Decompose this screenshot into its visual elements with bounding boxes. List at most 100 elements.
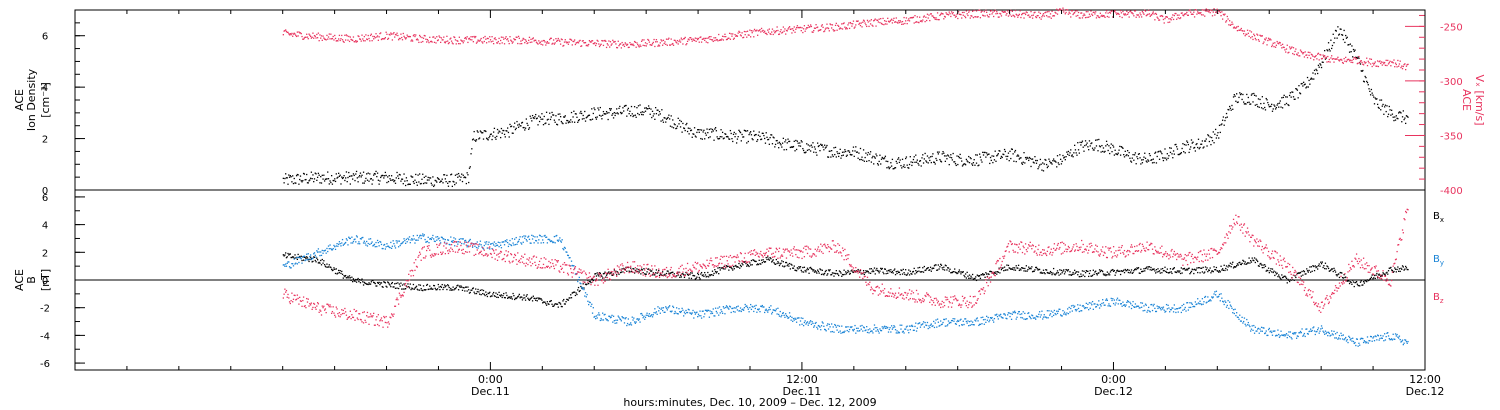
bx-point bbox=[1149, 269, 1151, 271]
vx-point bbox=[1024, 12, 1026, 14]
density-point bbox=[1334, 37, 1336, 39]
vx-point bbox=[1263, 41, 1265, 43]
density-point bbox=[390, 179, 392, 182]
by-point bbox=[593, 316, 595, 318]
by-point bbox=[623, 317, 625, 319]
vx-point bbox=[500, 36, 503, 38]
density-point bbox=[658, 110, 661, 113]
density-point bbox=[454, 174, 457, 176]
bx-point bbox=[326, 263, 328, 265]
vx-point bbox=[883, 23, 885, 26]
vx-point bbox=[1336, 58, 1338, 60]
bx-point bbox=[1013, 269, 1015, 271]
by-point bbox=[323, 250, 326, 252]
density-point bbox=[433, 185, 435, 188]
vx-point bbox=[1224, 13, 1226, 15]
by-point bbox=[418, 237, 420, 239]
vx-point bbox=[538, 42, 541, 44]
density-point bbox=[1105, 140, 1108, 142]
density-point bbox=[679, 119, 681, 122]
by-point bbox=[360, 238, 362, 240]
vx-point bbox=[831, 24, 834, 26]
vx-point bbox=[331, 37, 334, 40]
bx-point bbox=[563, 298, 565, 301]
by-point bbox=[411, 237, 413, 240]
bx-point bbox=[514, 297, 517, 299]
density-point bbox=[1067, 150, 1070, 153]
vx-point bbox=[1070, 16, 1072, 18]
bx-point bbox=[984, 276, 986, 278]
density-point bbox=[1156, 155, 1158, 158]
bx-point bbox=[374, 282, 376, 285]
density-point bbox=[1121, 146, 1123, 149]
bx-point bbox=[610, 272, 612, 274]
bx-point bbox=[289, 253, 292, 255]
bx-point bbox=[366, 283, 368, 285]
vx-point bbox=[1171, 16, 1173, 19]
by-point bbox=[717, 307, 719, 309]
bx-point bbox=[736, 266, 739, 268]
vx-point bbox=[1283, 46, 1285, 49]
density-point bbox=[1085, 144, 1087, 146]
bx-point bbox=[913, 267, 915, 270]
density-point bbox=[932, 153, 934, 155]
density-point bbox=[366, 173, 368, 175]
vx-point bbox=[1190, 13, 1193, 15]
vx-point bbox=[990, 9, 992, 12]
vx-point bbox=[306, 33, 308, 35]
vx-point bbox=[581, 40, 584, 42]
vx-point bbox=[450, 37, 452, 39]
density-point bbox=[632, 115, 634, 118]
density-point bbox=[411, 176, 414, 178]
density-point bbox=[769, 136, 771, 139]
vx-point bbox=[974, 16, 976, 18]
by-point bbox=[380, 241, 382, 243]
vx-point bbox=[753, 28, 756, 31]
density-point bbox=[1209, 136, 1211, 138]
vx-point bbox=[598, 43, 600, 45]
bx-point bbox=[653, 274, 655, 276]
density-point bbox=[1278, 106, 1280, 108]
density-point bbox=[1281, 97, 1283, 99]
vx-point bbox=[971, 10, 974, 12]
density-point bbox=[659, 113, 661, 115]
vx-point bbox=[888, 21, 890, 23]
vx-point bbox=[1369, 58, 1371, 60]
density-point bbox=[1232, 96, 1235, 98]
vx-point bbox=[907, 19, 909, 22]
vx-point bbox=[560, 38, 563, 40]
density-point bbox=[1074, 149, 1077, 151]
by-point bbox=[391, 245, 394, 247]
density-point bbox=[691, 136, 693, 138]
vx-point bbox=[1360, 60, 1362, 62]
vx-point bbox=[1030, 10, 1032, 13]
density-point bbox=[560, 120, 563, 123]
bx-point bbox=[919, 271, 922, 273]
bx-point bbox=[1231, 263, 1233, 265]
vx-point bbox=[1296, 54, 1299, 56]
vx-point bbox=[813, 29, 815, 32]
vx-point bbox=[333, 39, 335, 41]
bx-point bbox=[959, 271, 961, 273]
bx-point bbox=[1072, 271, 1074, 274]
density-point bbox=[996, 155, 998, 157]
bx-point bbox=[792, 267, 795, 269]
density-point bbox=[626, 109, 629, 111]
by-point bbox=[535, 239, 537, 242]
vx-point bbox=[766, 33, 768, 36]
by-point bbox=[359, 243, 361, 245]
bx-point bbox=[615, 270, 617, 272]
bx-point bbox=[351, 276, 353, 278]
bx-point bbox=[945, 265, 947, 267]
vx-point bbox=[481, 41, 483, 43]
density-point bbox=[579, 112, 581, 114]
bx-point bbox=[898, 271, 901, 273]
vx-point bbox=[1003, 11, 1006, 13]
vx-point bbox=[1376, 60, 1379, 62]
density-point bbox=[1007, 152, 1010, 154]
vx-point bbox=[531, 38, 534, 40]
by-point bbox=[582, 287, 584, 289]
density-point bbox=[1245, 103, 1247, 105]
bx-point bbox=[996, 273, 998, 275]
bx-point bbox=[890, 271, 893, 274]
